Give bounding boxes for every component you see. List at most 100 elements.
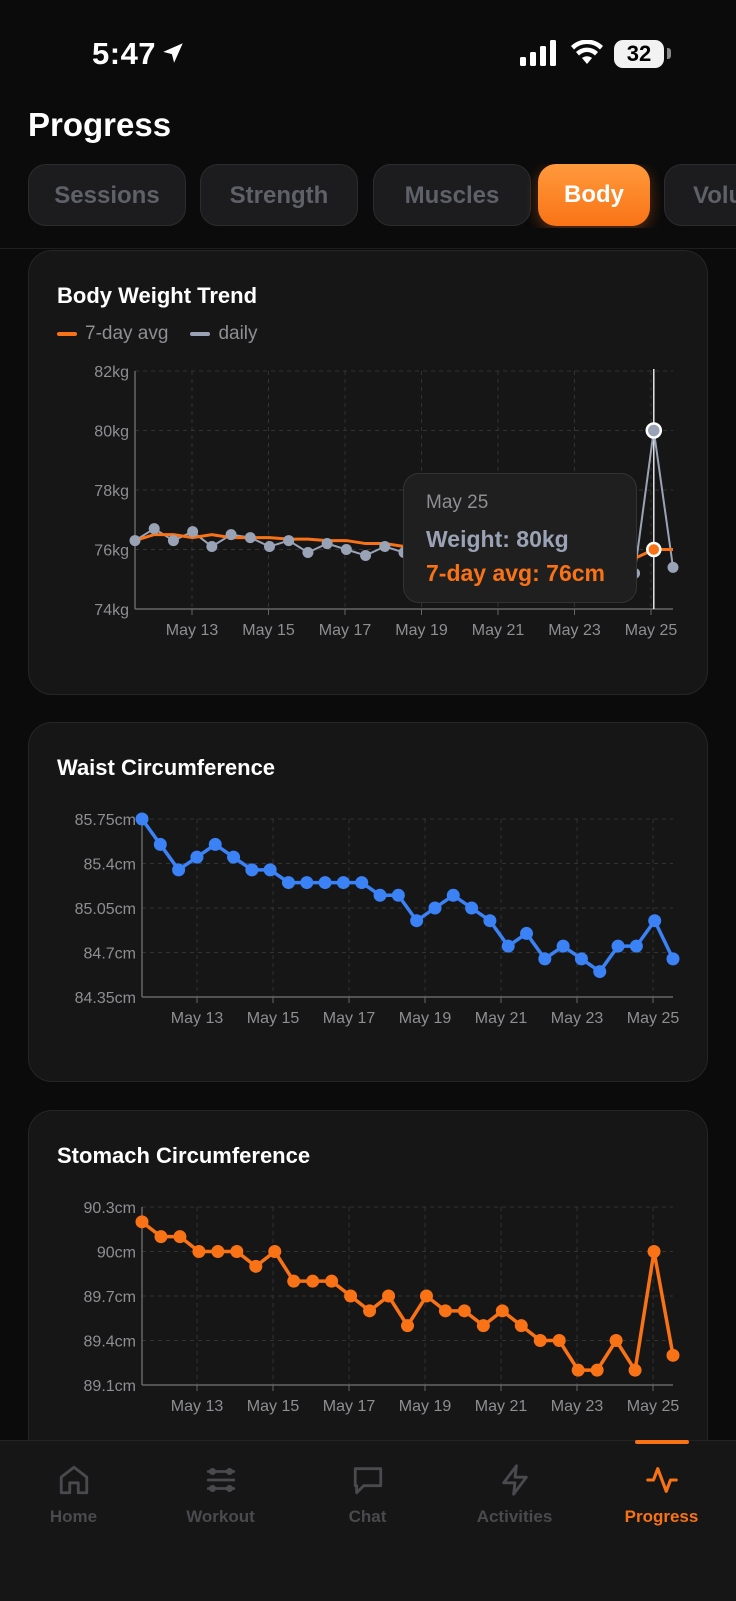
x-tick-label: May 21 [475,1398,528,1415]
nav-activities[interactable]: Activities [441,1441,588,1561]
waist-point [538,952,552,966]
wifi-icon [571,40,603,64]
stomach-point [514,1319,528,1333]
daily-point [283,535,295,547]
x-tick-label: May 19 [399,1010,452,1027]
tab-strength[interactable]: Strength [200,164,358,226]
x-tick-label: May 13 [171,1398,224,1415]
tooltip-weight: Weight: 80kg [426,526,569,552]
stomach-point [609,1334,623,1347]
y-tick-label: 89.7cm [84,1289,136,1306]
y-tick-label: 74kg [94,602,129,619]
waist-point [611,939,625,953]
waist-point [648,914,662,928]
x-tick-label: May 25 [627,1398,680,1415]
body-weight-chart[interactable]: 74kg 76kg 78kg 80kg 82kg May 13 May 15 May 17 Ma… [29,251,709,696]
daily-point [167,535,179,547]
x-tick-label: May 23 [548,622,601,639]
y-tick-label: 76kg [94,543,129,560]
stomach-point [287,1274,301,1288]
legend-avg-swatch [57,332,77,336]
legend-daily-label: daily [218,323,258,344]
stomach-point [249,1259,263,1273]
body-weight-card: Body Weight Trend 7-day avg daily 74kg 76… [28,250,708,695]
daily-active-point [645,422,663,439]
x-tick-label: May 19 [399,1398,452,1415]
waist-point [281,876,295,890]
chart-legend: 7-day avg daily [57,323,280,345]
nav-chat-label: Chat [348,1507,387,1526]
nav-home-label: Home [49,1507,98,1526]
x-tick-label: May 15 [247,1010,300,1027]
x-tick-label: May 21 [475,1010,528,1027]
waist-point [318,876,332,890]
stomach-chart[interactable]: 89.1cm 89.4cm 89.7cm 90cm 90.3cm May 13 May 15… [29,1111,709,1471]
stomach-title: Stomach Circumference [57,1143,311,1168]
workout-icon [206,1467,235,1493]
stomach-point [306,1274,320,1288]
waist-point [556,939,570,953]
tab-body[interactable]: Body [538,164,650,226]
waist-point [593,965,607,979]
x-tick-label: May 13 [166,622,219,639]
waist-chart[interactable]: 84.35cm 84.7cm 85.05cm 85.4cm 85.75cm May 13 M… [29,723,709,1083]
nav-workout[interactable]: Workout [147,1441,294,1561]
page-title: Progress [28,106,172,143]
waist-point [172,863,186,877]
waist-series-line [140,817,675,974]
legend-avg: 7-day avg [57,323,168,345]
nav-chat[interactable]: Chat [294,1441,441,1561]
cellular-signal-icon [520,40,556,66]
body-weight-title: Body Weight Trend [57,283,258,308]
y-tick-label: 89.1cm [84,1378,136,1395]
stomach-point [495,1304,509,1318]
waist-point [245,863,259,877]
y-tick-label: 84.35cm [75,990,136,1007]
stomach-point [552,1334,566,1347]
nav-progress[interactable]: Progress [588,1441,735,1561]
y-tick-label: 90cm [97,1245,136,1262]
stomach-point [135,1215,149,1229]
location-arrow-icon [163,43,183,63]
daily-point [225,529,237,541]
tab-sessions[interactable]: Sessions [28,164,186,226]
daily-point [321,538,333,550]
home-icon [59,1465,88,1495]
waist-point [208,837,222,851]
status-time: 5:47 [92,36,157,71]
daily-point [148,523,160,535]
y-tick-label: 90.3cm [84,1200,136,1217]
y-tick-label: 82kg [94,364,129,381]
waist-point [410,914,424,928]
x-tick-label: May 13 [171,1010,224,1027]
battery-indicator: 32 [614,40,664,68]
x-tick-label: May 25 [627,1010,680,1027]
waist-point [501,939,515,953]
tab-muscles[interactable]: Muscles [373,164,531,226]
tab-volume[interactable]: Volu [664,164,736,226]
waist-point [629,939,643,953]
daily-point [360,549,372,561]
x-tick-label: May 17 [319,622,372,639]
stomach-point [571,1363,585,1377]
nav-home[interactable]: Home [0,1441,147,1561]
x-tick-label: May 25 [625,622,678,639]
waist-title: Waist Circumference [57,755,276,780]
stomach-point [401,1319,414,1333]
waist-point [391,888,405,902]
stomach-card: Stomach Circumference 89.1cm 89.4cm 89.7cm… [28,1110,708,1470]
x-tick-label: May 21 [472,622,525,639]
waist-point [336,876,350,890]
stomach-point [533,1334,547,1347]
stomach-point [344,1289,358,1303]
stomach-point [325,1274,339,1288]
waist-point [355,876,369,890]
stomach-point [590,1363,604,1377]
daily-point [187,526,199,538]
y-tick-label: 78kg [94,483,129,500]
stomach-point [211,1245,225,1258]
nav-active-indicator [635,1440,689,1444]
battery-cap [667,48,671,59]
avg-active-point [646,541,662,558]
y-tick-label: 80kg [94,424,129,441]
